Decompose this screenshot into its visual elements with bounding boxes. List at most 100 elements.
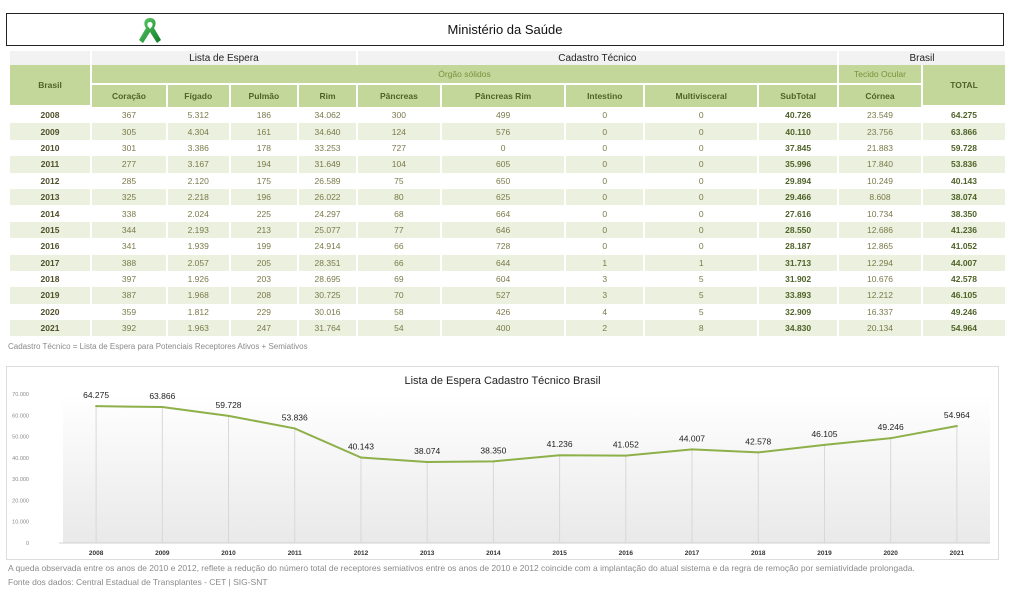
table-cell: 344 [92, 221, 166, 239]
x-tick-label: 2013 [420, 550, 435, 557]
x-tick-label: 2019 [817, 550, 832, 557]
row-total: 41.236 [923, 221, 1005, 239]
x-tick-label: 2016 [619, 550, 634, 557]
x-tick-label: 2015 [552, 550, 567, 557]
data-point [492, 460, 495, 463]
row-year: 2018 [40, 274, 60, 285]
table-cell: 2.218 [167, 188, 229, 206]
table-cell: 203 [256, 274, 271, 285]
table-cell: 387 [92, 287, 166, 304]
table-cell: 175 [256, 175, 271, 186]
table-cell: 40.726 [785, 110, 812, 121]
table-cell: 0 [698, 241, 704, 252]
table-cell: 25.077 [299, 221, 356, 239]
table-cell: 30.725 [299, 287, 356, 304]
table-cell: 34.062 [314, 110, 341, 121]
data-label: 46.105 [811, 429, 837, 439]
page-title: Ministério da Saúde [447, 22, 563, 37]
table-cell: 161 [230, 123, 298, 140]
table-cell: 199 [256, 241, 271, 252]
row-year: 2011 [10, 156, 90, 173]
table-cell: 29.466 [759, 188, 837, 206]
row-year: 2008 [40, 110, 60, 121]
row-year: 2013 [10, 188, 90, 206]
table-cell: 31.713 [759, 254, 837, 271]
table-cell: 0 [645, 156, 758, 173]
row-total: 46.105 [923, 287, 1005, 304]
column-header: Rim [299, 85, 356, 107]
table-cell: 1.939 [187, 241, 209, 252]
row-year: 2019 [10, 287, 90, 304]
table-cell: 35.996 [759, 156, 837, 173]
table-body: 2008 367 5.312 186 34.062 300 499 0 0 40.726 23.54… [10, 107, 1005, 337]
table-cell: 341 [121, 241, 137, 252]
group-label-brasil: Brasil [839, 51, 1005, 65]
y-tick-label: 60.000 [12, 413, 29, 419]
table-cell: 499 [496, 110, 511, 121]
table-cell: 34.830 [759, 320, 837, 337]
row-total: 64.275 [951, 110, 977, 121]
data-label: 38.074 [414, 446, 440, 456]
row-total: 53.836 [923, 156, 1005, 173]
table-row: 2012 285 2.120 175 26.589 75 650 0 0 29.894 10.249… [10, 173, 1005, 189]
table-cell: 1 [645, 254, 758, 271]
data-label: 59.728 [216, 400, 242, 410]
table-cell: 205 [230, 254, 298, 271]
data-point [889, 437, 892, 440]
table-row: 2018 397 1.926 203 28.695 69 604 3 5 31.902 10.676… [10, 271, 1005, 287]
table-cell: 16.337 [867, 306, 893, 317]
table-cell: 2.024 [187, 208, 209, 219]
table-cell: 54 [357, 320, 440, 337]
column-header: Córnea [839, 85, 921, 107]
table-cell: 4 [602, 306, 608, 317]
table-cell: 2 [566, 320, 644, 337]
row-year: 2016 [40, 241, 60, 252]
footer-source: Fonte dos dados: Central Estadual de Tra… [8, 577, 268, 587]
row-total: 40.143 [951, 175, 977, 186]
column-header: Coração [92, 85, 166, 107]
table-row: 2011 277 3.167 194 31.649 104 605 0 0 35.996 17.84… [10, 156, 1005, 173]
data-point [161, 406, 164, 409]
table-cell: 66 [357, 254, 440, 271]
table-cell: 2.057 [167, 254, 229, 271]
table-row: 2013 325 2.218 196 26.022 80 625 0 0 29.466 8.608 3… [10, 188, 1005, 206]
table-cell: 0 [698, 208, 704, 219]
table-row: 2014 338 2.024 225 24.297 68 664 0 0 27.616 10.734… [10, 205, 1005, 221]
row-header-brasil: Brasil [10, 65, 90, 107]
group-label-lista: Lista de Espera [92, 51, 356, 65]
table-cell: 34.640 [299, 123, 356, 140]
group-header-row: Lista de Espera Cadastro Técnico Brasil [10, 51, 1005, 65]
y-tick-label: 20.000 [12, 498, 29, 504]
table-cell: 77 [357, 221, 440, 239]
y-tick-label: 40.000 [12, 456, 29, 462]
table-cell: 31.649 [299, 156, 356, 173]
data-label: 44.007 [679, 433, 705, 443]
row-year: 2015 [10, 221, 90, 239]
table-cell: 178 [256, 142, 271, 153]
green-awareness-ribbon-icon [139, 18, 161, 43]
table-cell: 0 [566, 156, 644, 173]
table-cell: 0 [566, 123, 644, 140]
column-header: Pulmão [230, 85, 298, 107]
chart-title: Lista de Espera Cadastro Técnico Brasil [404, 375, 601, 387]
data-label: 64.275 [83, 390, 109, 400]
row-year: 2010 [40, 142, 60, 153]
table-cell: 80 [357, 188, 440, 206]
total-header: TOTAL [923, 65, 1005, 107]
data-point [426, 460, 429, 463]
table-cell: 527 [442, 287, 565, 304]
orgaos-solidos-header: Órgão sólidos [92, 65, 837, 85]
table-cell: 5.312 [187, 110, 209, 121]
data-label: 53.836 [282, 412, 308, 422]
y-tick-label: 10.000 [12, 520, 29, 526]
table-cell: 10.734 [867, 208, 893, 219]
table-cell: 20.134 [839, 320, 921, 337]
row-year: 2012 [40, 175, 60, 186]
waiting-list-table: Lista de Espera Cadastro Técnico Brasil … [8, 51, 1007, 337]
table-cell: 3 [566, 287, 644, 304]
table-cell: 31.764 [299, 320, 356, 337]
line-chart: Lista de Espera Cadastro Técnico Brasil … [6, 366, 999, 560]
chart-canvas: 0 10.000 20.000 30.000 40.000 50.000 60.000 70.… [12, 390, 990, 557]
table-cell: 30.016 [314, 306, 341, 317]
table-cell: 325 [92, 188, 166, 206]
